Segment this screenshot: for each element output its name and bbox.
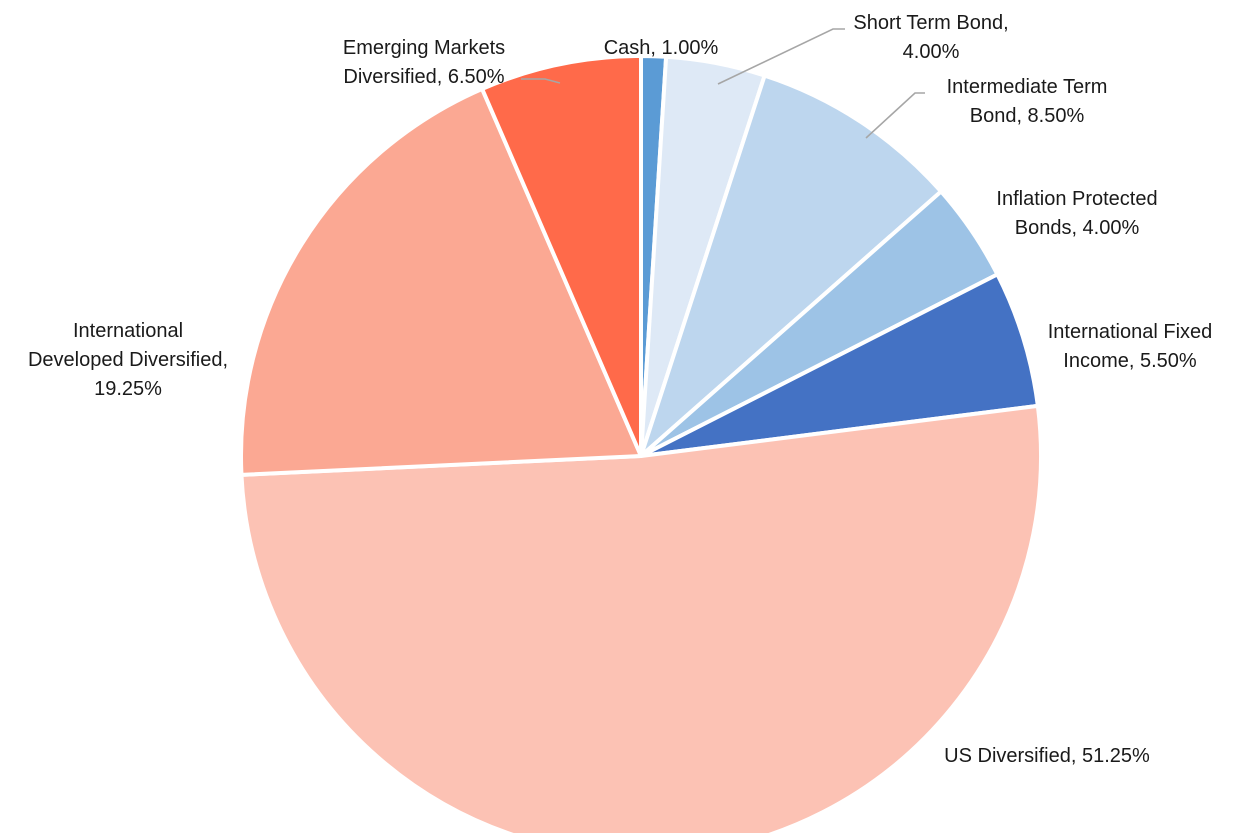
data-label-line: Bond, 8.50% bbox=[970, 105, 1085, 127]
data-label-line: Emerging Markets bbox=[343, 37, 505, 59]
leader-line-short-term-bond bbox=[717, 28, 845, 85]
data-label-line: 19.25% bbox=[94, 378, 162, 400]
data-label-line: International Fixed bbox=[1048, 321, 1213, 343]
data-label-line: Developed Diversified, bbox=[28, 349, 228, 371]
data-label-line: Short Term Bond, bbox=[853, 12, 1008, 34]
data-label-intermediate-term-bond: Intermediate Term Bond, 8.50% bbox=[947, 76, 1108, 127]
data-label-line: Inflation Protected bbox=[996, 188, 1157, 210]
pie-slices bbox=[239, 54, 1043, 833]
data-label-line: 4.00% bbox=[903, 41, 960, 63]
data-label-short-term-bond: Short Term Bond, 4.00% bbox=[853, 12, 1008, 63]
data-label-line: International bbox=[73, 320, 183, 342]
data-label-line: Income, 5.50% bbox=[1063, 350, 1197, 372]
data-label-line: Bonds, 4.00% bbox=[1015, 217, 1140, 239]
data-label-international-developed-diversified: International Developed Diversified, 19.25… bbox=[28, 320, 228, 400]
data-label-line: Intermediate Term bbox=[947, 76, 1108, 98]
slice-international-fixed-income bbox=[639, 272, 1040, 458]
data-label-line: US Diversified, 51.25% bbox=[944, 745, 1150, 767]
data-label-international-fixed-income: International Fixed Income, 5.50% bbox=[1048, 321, 1213, 372]
data-label-us-diversified: US Diversified, 51.25% bbox=[944, 745, 1150, 767]
data-label-emerging-markets-diversified: Emerging Markets Diversified, 6.50% bbox=[343, 37, 505, 88]
data-label-line: Diversified, 6.50% bbox=[343, 66, 504, 88]
slice-intermediate-term-bond bbox=[639, 73, 944, 458]
leader-line-intermediate-term-bond bbox=[865, 92, 925, 139]
data-label-inflation-protected-bonds: Inflation Protected Bonds, 4.00% bbox=[996, 188, 1157, 239]
slice-us-diversified bbox=[239, 403, 1043, 833]
leader-lines bbox=[521, 28, 925, 139]
data-label-cash: Cash, 1.00% bbox=[604, 37, 719, 59]
slice-labels: Cash, 1.00% Short Term Bond, 4.00% Intermed… bbox=[28, 12, 1212, 767]
slice-international-developed-diversified bbox=[239, 86, 643, 477]
slice-emerging-markets-diversified bbox=[480, 54, 643, 458]
leader-line-emerging-markets-diversified bbox=[521, 78, 561, 84]
data-label-line: Cash, 1.00% bbox=[604, 37, 719, 59]
